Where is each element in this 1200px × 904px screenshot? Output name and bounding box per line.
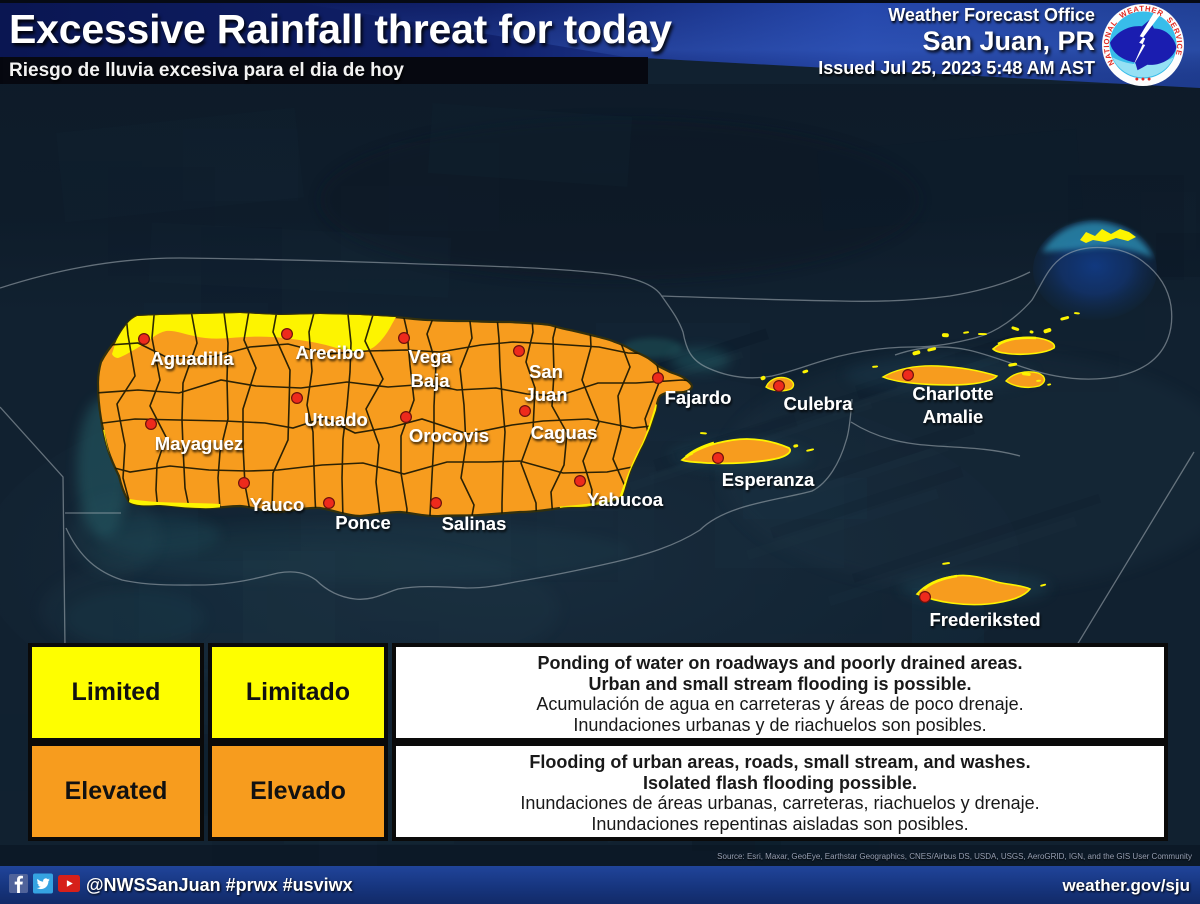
svg-text:Caguas: Caguas <box>531 422 598 443</box>
svg-text:Arecibo: Arecibo <box>296 342 365 363</box>
svg-text:Charlotte: Charlotte <box>912 383 993 404</box>
svg-text:Utuado: Utuado <box>304 409 368 430</box>
svg-text:Vega: Vega <box>408 346 452 367</box>
svg-text:San: San <box>529 361 563 382</box>
svg-text:Ponce: Ponce <box>335 512 391 533</box>
svg-text:Juan: Juan <box>524 384 567 405</box>
svg-text:Frederiksted: Frederiksted <box>929 609 1040 630</box>
svg-text:Amalie: Amalie <box>923 406 984 427</box>
svg-text:● ● ●: ● ● ● <box>1135 76 1152 83</box>
svg-text:Orocovis: Orocovis <box>409 425 489 446</box>
svg-text:Esperanza: Esperanza <box>722 469 815 490</box>
svg-text:Fajardo: Fajardo <box>665 387 732 408</box>
svg-text:Yauco: Yauco <box>250 494 305 515</box>
svg-text:Baja: Baja <box>410 370 450 391</box>
svg-text:Aguadilla: Aguadilla <box>150 348 234 369</box>
svg-text:Culebra: Culebra <box>784 393 854 414</box>
svg-text:Yabucoa: Yabucoa <box>587 489 664 510</box>
svg-text:Salinas: Salinas <box>442 513 507 534</box>
svg-text:Mayaguez: Mayaguez <box>155 433 243 454</box>
